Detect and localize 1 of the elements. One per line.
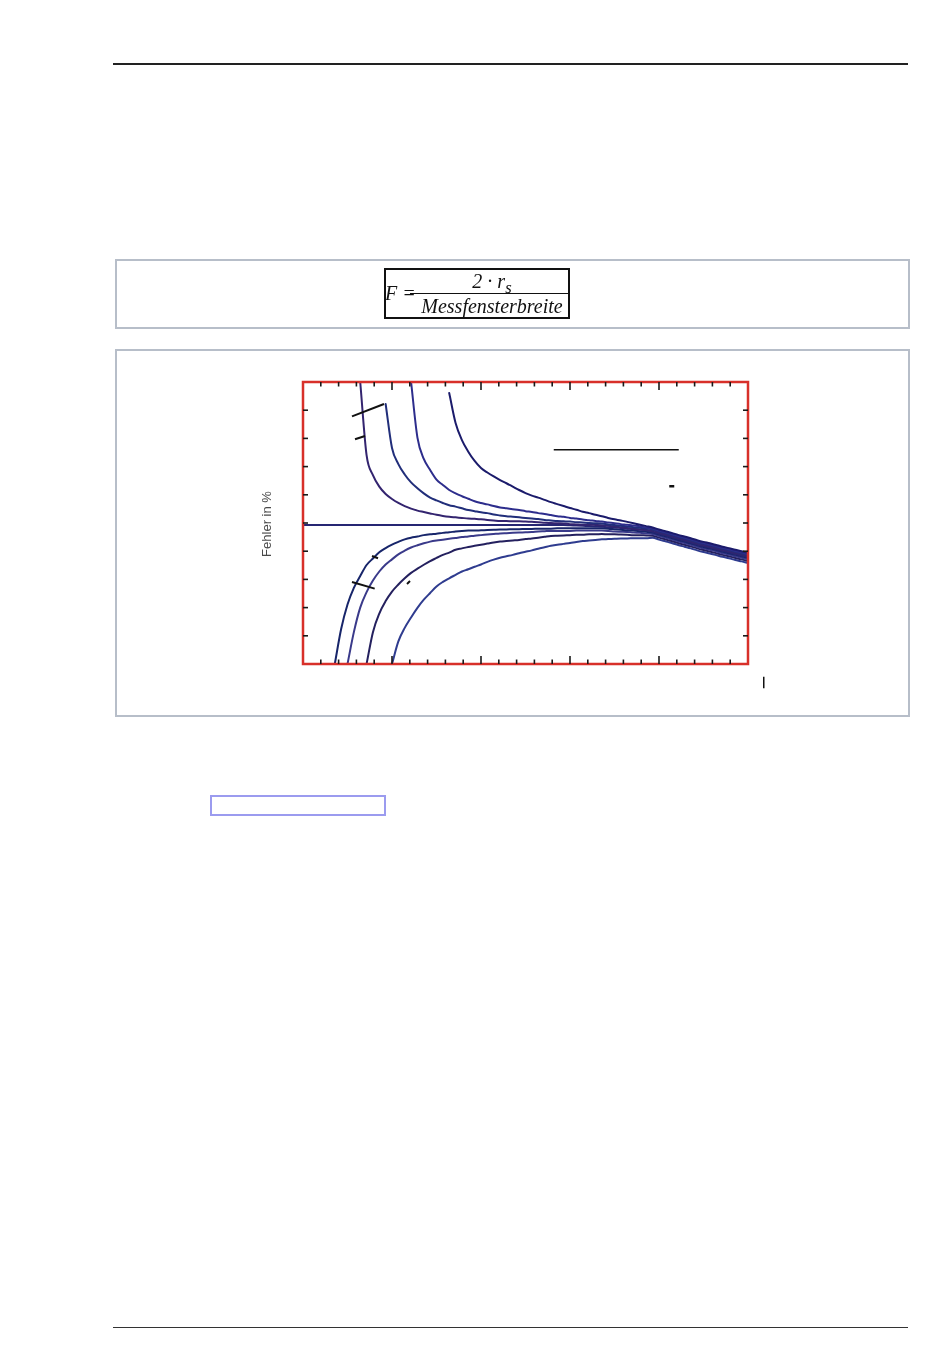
y-axis-title: Fehler in % <box>258 491 274 557</box>
